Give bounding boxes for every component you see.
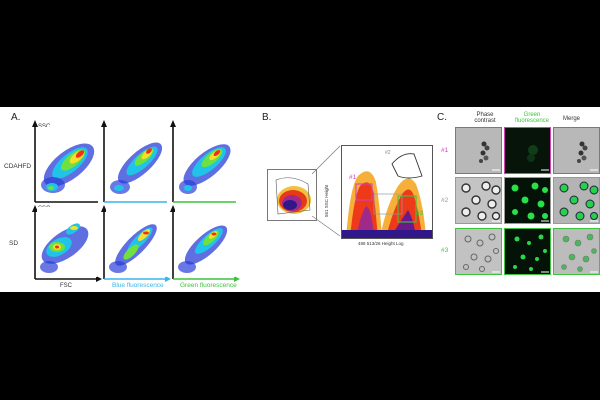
plot-cdahfd-green [175,127,235,200]
image-r3-phase [455,228,502,275]
plot-sd-fsc [37,207,97,277]
panel-a-letter: A. [11,112,21,123]
image-r2-phase [455,177,502,224]
column-green-fluorescence: Green fluorescence [514,112,550,124]
image-r1-merge [553,127,600,174]
gate-2-label: #2 [385,150,391,156]
image-r2-green [504,177,551,224]
plot-b-main [341,145,433,239]
column-merge: Merge [563,116,581,122]
panel-b-letter: B. [262,112,272,123]
plot-cdahfd-fsc [37,127,97,200]
plot-b-pregate [267,169,317,221]
column-phase-contrast: Phase contrast [474,112,496,124]
gate-3-label: #3 [416,210,424,217]
row-1-label: #1 [441,147,449,154]
gate-1-label: #1 [349,174,357,181]
plot-cdahfd-blue [106,127,166,200]
plot-sd-green [175,207,235,277]
panel-c-letter: C. [437,112,447,123]
row-3-label: #3 [441,247,449,254]
row-label-cdahfd: CDAHFD [4,163,32,170]
blue-fluorescence-label: Blue fluorescence [112,282,164,289]
image-r1-phase [455,127,502,174]
image-r3-green [504,228,551,275]
fsc-label: FSC [60,283,72,289]
green-fluorescence-label: Green fluorescence [180,282,237,289]
figure: A. SSC SSC CDAHFD SD FSC Blue fluorescen… [0,107,600,292]
plot-sd-blue [106,207,166,277]
panel-a-axes [32,120,240,282]
plot-b-connector [312,145,341,237]
row-2-label: #2 [441,197,449,204]
b-x-axis-label: 488 513/26 Height Log [358,241,404,246]
b-y-axis-label: 561 SSC Height [324,184,329,217]
image-r2-merge [553,177,600,224]
image-r1-green [504,127,551,174]
image-r3-merge [553,228,600,275]
row-label-sd: SD [9,240,19,247]
